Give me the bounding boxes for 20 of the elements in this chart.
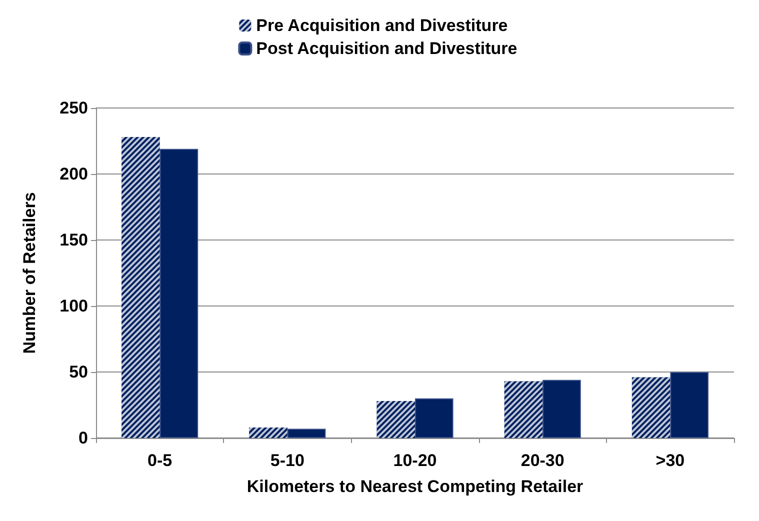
x-tick-label: 5-10 [270, 451, 304, 470]
x-tick-label: 20-30 [520, 451, 564, 470]
y-tick-label: 50 [69, 362, 88, 382]
bar [287, 428, 326, 438]
legend-label: Pre Acquisition and Divestiture [256, 16, 508, 35]
x-tick-label: 0-5 [148, 451, 172, 470]
y-axis-title: Number of Retailers [20, 192, 39, 354]
legend-label: Post Acquisition and Divestiture [256, 39, 518, 58]
y-tick-label: 100 [60, 296, 88, 316]
x-axis-title: Kilometers to Nearest Competing Retailer [246, 477, 584, 496]
y-tick-label: 250 [60, 98, 88, 118]
bar [415, 398, 454, 438]
y-tick-label: 200 [60, 164, 88, 184]
bar [670, 372, 708, 438]
y-tick-label: 150 [60, 230, 88, 250]
y-tick-label: 0 [78, 428, 88, 448]
bar [160, 148, 198, 438]
bar [542, 380, 581, 438]
x-tick-label: 10-20 [393, 451, 437, 470]
x-tick-label: >30 [656, 451, 685, 470]
